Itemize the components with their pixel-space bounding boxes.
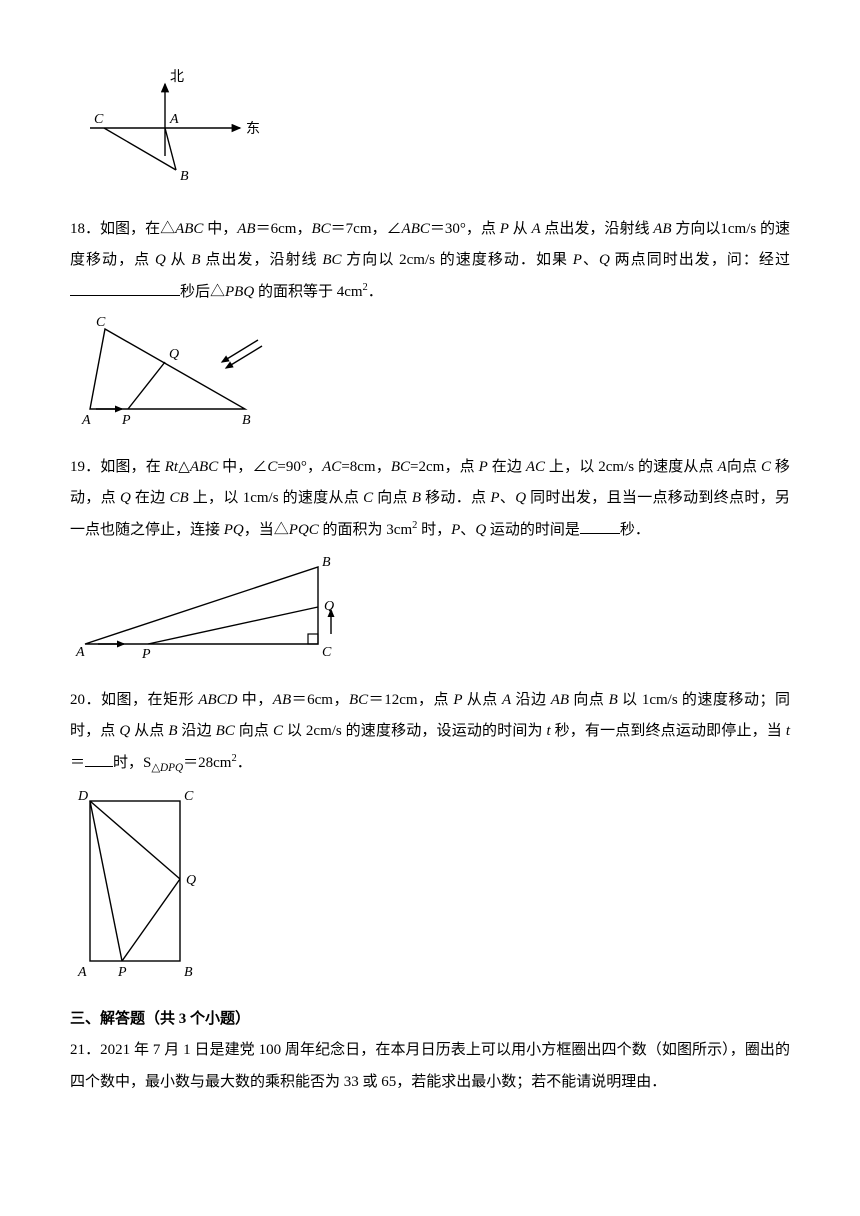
fig17-north: 北 bbox=[170, 69, 184, 85]
svg-text:A: A bbox=[81, 413, 91, 428]
svg-text:A: A bbox=[77, 965, 87, 980]
figure-20: D C A B P Q bbox=[70, 786, 790, 994]
q20-text: 20．如图，在矩形 ABCD 中，AB＝6cm，BC＝12cm，点 P 从点 A… bbox=[70, 685, 790, 781]
fig18-svg: A B C P Q bbox=[70, 314, 280, 429]
q18-blank bbox=[70, 280, 180, 296]
fig20-svg: D C A B P Q bbox=[70, 786, 210, 981]
figure-19: A B C P Q bbox=[70, 552, 790, 675]
svg-text:P: P bbox=[141, 647, 151, 662]
q19-blank bbox=[580, 518, 620, 534]
fig17-svg: 北 东 A B C bbox=[70, 66, 270, 191]
q21-text: 21．2021 年 7 月 1 日是建党 100 周年纪念日，在本月日历表上可以… bbox=[70, 1035, 790, 1098]
svg-text:D: D bbox=[77, 789, 88, 804]
svg-text:Q: Q bbox=[324, 599, 334, 614]
svg-text:Q: Q bbox=[169, 347, 179, 362]
q20-blank bbox=[85, 751, 113, 767]
svg-text:C: C bbox=[96, 315, 106, 330]
svg-text:B: B bbox=[184, 965, 193, 980]
fig17-C: C bbox=[94, 112, 104, 127]
fig19-svg: A B C P Q bbox=[70, 552, 360, 662]
section-3-title: 三、解答题（共 3 个小题） bbox=[70, 1004, 790, 1036]
fig17-B: B bbox=[180, 169, 189, 184]
svg-text:C: C bbox=[184, 789, 194, 804]
q18-text: 18．如图，在△ABC 中，AB＝6cm，BC＝7cm，∠ABC＝30°，点 P… bbox=[70, 214, 790, 309]
fig17-east: 东 bbox=[246, 121, 260, 137]
svg-text:B: B bbox=[322, 555, 331, 570]
fig17-A: A bbox=[169, 112, 179, 127]
svg-text:P: P bbox=[121, 413, 131, 428]
figure-18: A B C P Q bbox=[70, 314, 790, 442]
svg-text:A: A bbox=[75, 645, 85, 660]
svg-text:C: C bbox=[322, 645, 332, 660]
q19-text: 19．如图，在 Rt△ABC 中，∠C=90°，AC=8cm，BC=2cm，点 … bbox=[70, 452, 790, 547]
svg-text:P: P bbox=[117, 965, 127, 980]
svg-text:Q: Q bbox=[186, 873, 196, 888]
figure-17: 北 东 A B C bbox=[70, 66, 790, 204]
svg-text:B: B bbox=[242, 413, 251, 428]
